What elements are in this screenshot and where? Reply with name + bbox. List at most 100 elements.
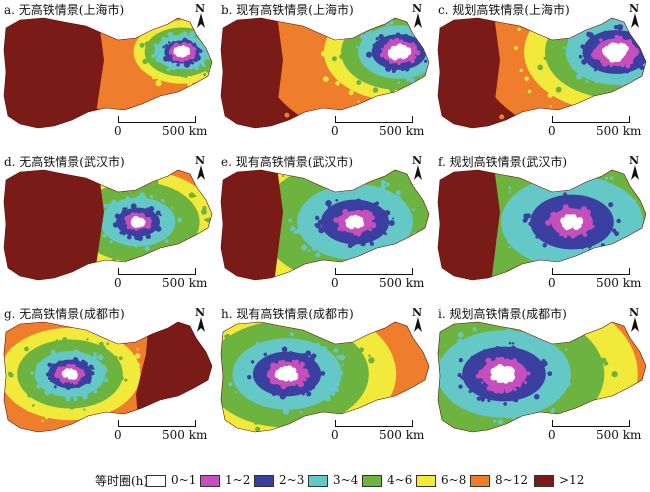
isochrone-map [3,17,213,129]
isochrone-map [3,169,213,281]
scale-bar: 0 500 km [546,416,650,444]
panel-title: b. 现有高铁情景(上海市) [221,3,354,17]
legend-label: 2~3 [279,473,305,487]
scale-bar: 0 500 km [112,416,222,444]
scale-zero-label: 0 [331,124,339,138]
north-arrow-icon: N [192,154,210,182]
scale-end-label: 500 km [379,124,425,138]
scale-bar: 0 500 km [112,112,222,140]
scale-end-label: 500 km [162,276,208,290]
north-arrow-icon: N [626,154,644,182]
scale-zero-label: 0 [331,428,339,442]
travel-time-surface [4,18,212,128]
scale-end-label: 500 km [596,276,642,290]
legend-swatch [470,475,490,487]
map-grid: a. 无高铁情景(上海市) N 0 500 km b. 现有高铁情景(上海市) N 0 500… [0,0,650,456]
scale-line [335,268,413,275]
scale-zero-label: 0 [114,428,122,442]
legend-swatch [362,475,382,487]
scale-zero-label: 0 [114,124,122,138]
panel-title: e. 现有高铁情景(武汉市) [221,155,354,169]
map-panel: d. 无高铁情景(武汉市) N 0 500 km [0,152,216,304]
legend-swatch [534,475,554,487]
scale-line [552,268,630,275]
map-panel: c. 规划高铁情景(上海市) N 0 500 km [434,0,650,152]
scale-bar: 0 500 km [112,264,222,292]
legend-swatch [200,475,220,487]
legend-title: 等时圈(h) [95,474,149,488]
legend-label: 8~12 [495,473,528,487]
panel-title: d. 无高铁情景(武汉市) [4,155,125,169]
legend-swatch [254,475,274,487]
panel-title: i. 规划高铁情景(成都市) [438,307,567,321]
legend-swatch [146,475,166,487]
legend-label: 3~4 [333,473,359,487]
north-arrow-icon: N [192,306,210,334]
isochrone-map [437,169,647,281]
panel-title: c. 规划高铁情景(上海市) [438,3,570,17]
scale-line [118,420,196,427]
north-label: N [195,306,206,319]
map-panel: e. 现有高铁情景(武汉市) N 0 500 km [217,152,433,304]
north-arrow-icon: N [409,2,427,30]
isochrone-map [3,321,213,433]
north-arrow-icon: N [626,306,644,334]
scale-line [335,420,413,427]
map-panel: f. 规划高铁情景(武汉市) N 0 500 km [434,152,650,304]
scale-zero-label: 0 [548,276,556,290]
scale-line [118,116,196,123]
panel-title: f. 规划高铁情景(武汉市) [438,155,568,169]
panel-title: a. 无高铁情景(上海市) [4,3,125,17]
scale-bar: 0 500 km [329,416,439,444]
legend-swatch [308,475,328,487]
legend-label: >12 [559,473,585,487]
north-arrow-icon: N [192,2,210,30]
map-panel: h. 现有高铁情景(成都市) N 0 500 km [217,304,433,456]
isochrone-map [220,17,430,129]
north-label: N [412,306,423,319]
scale-zero-label: 0 [114,276,122,290]
legend-label: 4~6 [387,473,413,487]
legend-swatch [416,475,436,487]
map-panel: b. 现有高铁情景(上海市) N 0 500 km [217,0,433,152]
scale-line [552,420,630,427]
scale-bar: 0 500 km [329,264,439,292]
north-label: N [412,2,423,15]
scale-bar: 0 500 km [546,264,650,292]
north-label: N [629,2,640,15]
north-label: N [412,154,423,167]
map-panel: i. 规划高铁情景(成都市) N 0 500 km [434,304,650,456]
scale-zero-label: 0 [548,124,556,138]
travel-time-surface [438,18,646,128]
scale-end-label: 500 km [162,124,208,138]
legend: 等时圈(h) 0~1 1~2 2~3 3~4 4~6 6~8 8~12 >12 [0,472,650,492]
legend-label: 1~2 [225,473,251,487]
isochrone-map [437,17,647,129]
north-label: N [629,154,640,167]
scale-end-label: 500 km [379,428,425,442]
north-arrow-icon: N [409,306,427,334]
legend-label: 6~8 [441,473,467,487]
scale-line [552,116,630,123]
scale-zero-label: 0 [331,276,339,290]
panel-title: h. 现有高铁情景(成都市) [221,307,354,321]
scale-zero-label: 0 [548,428,556,442]
scale-line [335,116,413,123]
north-arrow-icon: N [409,154,427,182]
scale-end-label: 500 km [596,124,642,138]
north-label: N [629,306,640,319]
scale-bar: 0 500 km [329,112,439,140]
scale-bar: 0 500 km [546,112,650,140]
panel-title: g. 无高铁情景(成都市) [4,307,125,321]
isochrone-map [437,321,647,433]
north-label: N [195,154,206,167]
isochrone-map [220,169,430,281]
isochrone-map [220,321,430,433]
north-arrow-icon: N [626,2,644,30]
scale-end-label: 500 km [596,428,642,442]
legend-label: 0~1 [171,473,197,487]
north-label: N [195,2,206,15]
scale-end-label: 500 km [162,428,208,442]
map-panel: a. 无高铁情景(上海市) N 0 500 km [0,0,216,152]
travel-time-surface [4,170,212,280]
